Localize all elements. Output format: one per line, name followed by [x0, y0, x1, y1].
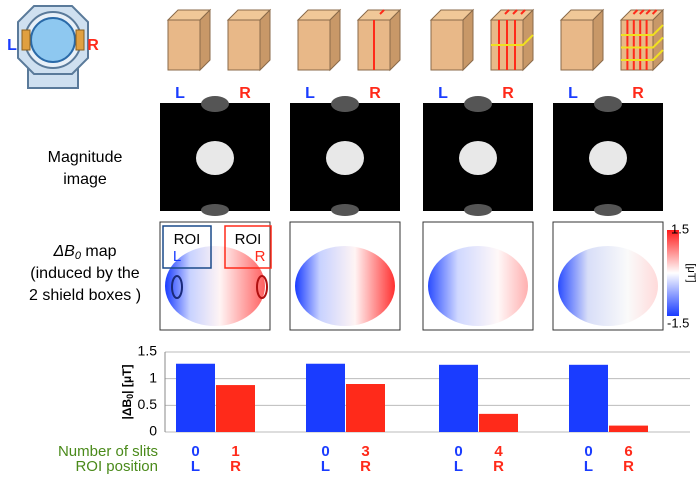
y-tick-label: 1.5 — [138, 343, 158, 359]
delta-b0-map — [423, 222, 533, 330]
bar — [216, 385, 255, 432]
roi-side: L — [173, 248, 181, 265]
box-label-right: R — [632, 85, 644, 102]
roi-title: ROI — [235, 231, 262, 248]
box-front — [168, 20, 200, 70]
phantom-faint — [464, 204, 492, 216]
x-row-value: L — [584, 458, 593, 475]
box-side — [593, 10, 603, 70]
box-side — [330, 10, 340, 70]
colorbar-min: -1.5 — [667, 315, 689, 330]
x-row-value: L — [321, 458, 330, 475]
box-pair — [298, 10, 400, 70]
figure: LRLRLRLRLRROILROIRMagnitudeimageΔB0 map(… — [0, 0, 697, 479]
roi-side: R — [255, 248, 266, 265]
y-tick-label: 0.5 — [138, 396, 158, 412]
shield-right — [76, 30, 84, 50]
y-tick-label: 0 — [149, 423, 157, 439]
box-label-right: R — [502, 85, 514, 102]
magnitude-image — [160, 96, 270, 216]
symbol: ΔB — [52, 243, 75, 260]
suffix: | [μT] — [120, 364, 134, 393]
prefix: |ΔB — [120, 399, 134, 420]
box-side — [260, 10, 270, 70]
bar — [479, 414, 518, 432]
box-front — [228, 20, 260, 70]
row-label: image — [63, 171, 107, 188]
x-row-value: R — [623, 458, 634, 475]
x-row-value: R — [360, 458, 371, 475]
bar — [176, 364, 215, 432]
box-label-left: L — [568, 85, 578, 102]
magnitude-image — [553, 96, 663, 216]
y-tick-label: 1 — [149, 369, 157, 385]
box-front — [431, 20, 463, 70]
phantom — [589, 141, 627, 175]
scanner-label-left: L — [7, 37, 17, 54]
magnitude-image — [423, 96, 533, 216]
roi-title: ROI — [174, 231, 201, 248]
phantom-faint — [201, 204, 229, 216]
phantom — [326, 141, 364, 175]
row-label: Magnitude — [48, 149, 123, 166]
scanner-label-right: R — [87, 37, 99, 54]
map-field — [428, 246, 528, 326]
x-row-label: ROI position — [75, 458, 158, 475]
box-side — [463, 10, 473, 70]
row-label: ΔB0 map — [52, 243, 116, 262]
x-row-value: L — [454, 458, 463, 475]
phantom — [196, 141, 234, 175]
map-field — [558, 246, 658, 326]
suffix: map — [81, 243, 117, 260]
phantom-faint — [331, 96, 359, 112]
box-side — [390, 10, 400, 70]
delta-b0-map — [290, 222, 400, 330]
bar — [306, 364, 345, 432]
x-row-value: L — [191, 458, 200, 475]
phantom-faint — [594, 96, 622, 112]
phantom-faint — [464, 96, 492, 112]
colorbar-unit: [μT] — [685, 263, 697, 282]
box-label-left: L — [438, 85, 448, 102]
box-label-left: L — [305, 85, 315, 102]
y-axis-label: |ΔB0| [μT] — [120, 364, 135, 419]
box-side — [200, 10, 210, 70]
phantom-faint — [594, 204, 622, 216]
row-label: 2 shield boxes ) — [29, 287, 141, 304]
box-pair — [168, 10, 270, 70]
bar — [609, 426, 648, 432]
phantom-faint — [201, 96, 229, 112]
shield-left — [22, 30, 30, 50]
colorbar-max: 1.5 — [671, 221, 689, 236]
phantom — [459, 141, 497, 175]
scanner-bore — [31, 18, 75, 62]
phantom-faint — [331, 204, 359, 216]
box-label-right: R — [239, 85, 251, 102]
box-pair — [561, 10, 663, 70]
x-row-value: R — [493, 458, 504, 475]
bar — [569, 365, 608, 432]
box-front — [621, 20, 653, 70]
scanner-icon — [18, 6, 88, 88]
delta-b0-map — [553, 222, 663, 330]
box-label-left: L — [175, 85, 185, 102]
box-label-right: R — [369, 85, 381, 102]
x-row-value: R — [230, 458, 241, 475]
box-front — [561, 20, 593, 70]
bar — [439, 365, 478, 432]
row-label: (induced by the — [30, 265, 140, 282]
magnitude-image — [290, 96, 400, 216]
box-front — [298, 20, 330, 70]
bar — [346, 384, 385, 432]
box-pair — [431, 10, 533, 70]
colorbar — [667, 230, 679, 316]
map-field — [295, 246, 395, 326]
